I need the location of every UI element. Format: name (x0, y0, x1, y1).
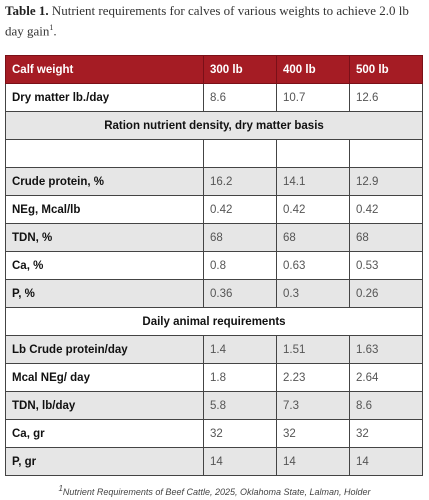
empty-cell (5, 139, 204, 168)
table-cell: 0.8 (203, 251, 277, 280)
table-cell: Ca, gr (5, 419, 204, 448)
empty-cell (203, 139, 277, 168)
table-cell: 2.23 (276, 363, 350, 392)
table-cell: 12.6 (349, 83, 423, 112)
table-cell: TDN, % (5, 223, 204, 252)
table-cell: 0.42 (276, 195, 350, 224)
table-cell: 10.7 (276, 83, 350, 112)
table-row: TDN, lb/day 5.8 7.3 8.6 (5, 391, 423, 420)
table-cell: 1.8 (203, 363, 277, 392)
table-cell: 68 (203, 223, 277, 252)
table-cell: 14 (276, 447, 350, 476)
table-cell: 1.63 (349, 335, 423, 364)
table-cell: NEg, Mcal/lb (5, 195, 204, 224)
table-row: P, % 0.36 0.3 0.26 (5, 279, 423, 308)
table-cell: 7.3 (276, 391, 350, 420)
section-heading: Ration nutrient density, dry matter basi… (5, 111, 423, 140)
table-cell: Mcal NEg/ day (5, 363, 204, 392)
table-cell: 14.1 (276, 167, 350, 196)
table-row: Lb Crude protein/day 1.4 1.51 1.63 (5, 335, 423, 364)
section-heading: Daily animal requirements (5, 307, 423, 336)
table-cell: 0.3 (276, 279, 350, 308)
table-cell: Lb Crude protein/day (5, 335, 204, 364)
table-cell: 14 (349, 447, 423, 476)
caption-label: Table 1. (5, 3, 49, 18)
table-row: P, gr 14 14 14 (5, 447, 423, 476)
table-cell: 0.36 (203, 279, 277, 308)
table-cell: 8.6 (203, 83, 277, 112)
table-cell: 16.2 (203, 167, 277, 196)
table-cell: 68 (276, 223, 350, 252)
caption-end: . (53, 23, 57, 39)
table-cell: Ca, % (5, 251, 204, 280)
table-cell: Dry matter lb./day (5, 83, 204, 112)
footnote-text: Nutrient Requirements of Beef Cattle, 20… (62, 487, 371, 497)
table-cell: P, gr (5, 447, 204, 476)
table-row: Mcal NEg/ day 1.8 2.23 2.64 (5, 363, 423, 392)
table-cell: 32 (349, 419, 423, 448)
table-cell: 32 (276, 419, 350, 448)
table-row: NEg, Mcal/lb 0.42 0.42 0.42 (5, 195, 423, 224)
table-row: Ca, % 0.8 0.63 0.53 (5, 251, 423, 280)
empty-cell (349, 139, 423, 168)
table-cell: 1.4 (203, 335, 277, 364)
table-cell: 8.6 (349, 391, 423, 420)
table-cell: P, % (5, 279, 204, 308)
table-cell: 0.53 (349, 251, 423, 280)
table-cell: 0.42 (349, 195, 423, 224)
table-cell: 0.42 (203, 195, 277, 224)
table-cell: 500 lb (349, 55, 423, 84)
caption: Table 1. Nutrient requirements for calve… (5, 2, 425, 39)
table: Calf weight 300 lb 400 lb 500 lb Dry matter … (5, 55, 423, 476)
table-row: TDN, % 68 68 68 (5, 223, 423, 252)
table-cell: 300 lb (203, 55, 277, 84)
table-row: Daily animal requirements (5, 307, 423, 336)
table-row: Crude protein, % 16.2 14.1 12.9 (5, 167, 423, 196)
table-cell: 1.51 (276, 335, 350, 364)
table-row: Ration nutrient density, dry matter basi… (5, 111, 423, 140)
table-cell: 12.9 (349, 167, 423, 196)
table-cell: TDN, lb/day (5, 391, 204, 420)
caption-text: Nutrient requirements for calves of vari… (5, 3, 409, 39)
table-row (5, 139, 423, 168)
footnote-sup: 1 (58, 484, 63, 493)
table-cell: 0.63 (276, 251, 350, 280)
table-row: Dry matter lb./day 8.6 10.7 12.6 (5, 83, 423, 112)
footnote: 1Nutrient Requirements of Beef Cattle, 2… (0, 484, 429, 497)
table-row: Calf weight 300 lb 400 lb 500 lb (5, 55, 423, 84)
table-cell: 32 (203, 419, 277, 448)
table-cell: 400 lb (276, 55, 350, 84)
empty-cell (276, 139, 350, 168)
table-cell: Crude protein, % (5, 167, 204, 196)
table-row: Ca, gr 32 32 32 (5, 419, 423, 448)
table-cell: 68 (349, 223, 423, 252)
table-body: Calf weight 300 lb 400 lb 500 lb Dry matter … (5, 55, 423, 476)
caption-sup: 1 (49, 23, 54, 32)
table-cell: Calf weight (5, 55, 204, 84)
table-cell: 2.64 (349, 363, 423, 392)
table-cell: 5.8 (203, 391, 277, 420)
table-cell: 0.26 (349, 279, 423, 308)
table-cell: 14 (203, 447, 277, 476)
